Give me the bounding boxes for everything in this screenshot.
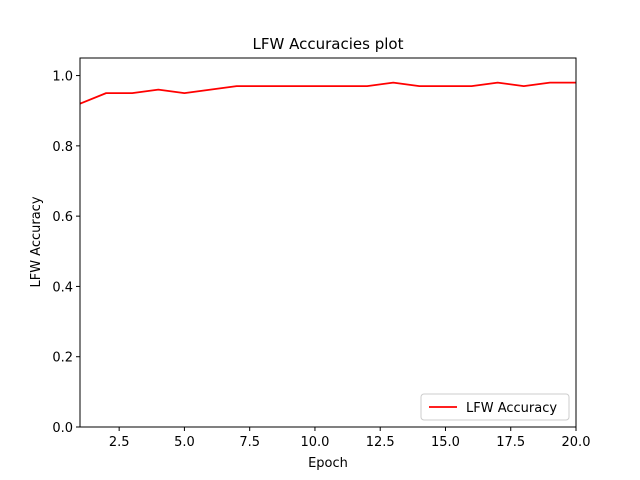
x-tick-label: 12.5 xyxy=(366,435,395,450)
y-tick-label: 0.4 xyxy=(52,280,73,295)
y-tick-label: 0.2 xyxy=(52,351,73,366)
legend-label-lfw-accuracy: LFW Accuracy xyxy=(466,401,557,416)
series-line-0 xyxy=(79,81,576,105)
y-tick-label: 0.0 xyxy=(52,421,73,436)
x-tick-label: 17.5 xyxy=(496,435,525,450)
x-tick-label: 10.0 xyxy=(300,435,329,450)
plot-area: 2.5 5.0 7.5 10.0 12.5 15.0 17.5 20.0 0.0 0.2 0.4 0.… xyxy=(52,57,591,450)
plot-frame xyxy=(79,57,577,428)
x-tick-label: 7.5 xyxy=(239,435,260,450)
x-tick-label: 5.0 xyxy=(174,435,195,450)
chart-title: LFW Accuracies plot xyxy=(253,35,404,53)
legend: LFW Accuracy xyxy=(420,393,570,421)
y-tick-label: 0.6 xyxy=(52,210,73,225)
legend-box xyxy=(420,393,570,421)
y-axis-label: LFW Accuracy xyxy=(29,196,44,287)
x-tick-label: 2.5 xyxy=(109,435,130,450)
y-tick-label: 0.8 xyxy=(52,140,73,155)
x-tick-label: 20.0 xyxy=(562,435,591,450)
x-tick-label: 15.0 xyxy=(431,435,460,450)
y-tick-label: 1.0 xyxy=(52,70,73,85)
x-axis-label: Epoch xyxy=(308,456,348,471)
